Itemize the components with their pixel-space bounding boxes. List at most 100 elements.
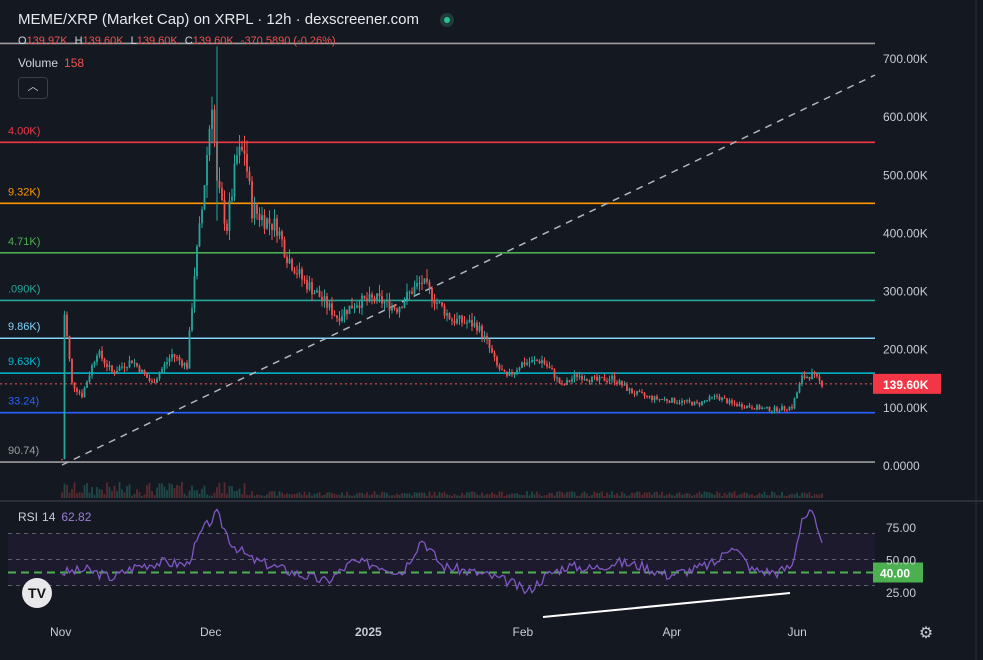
candle-body [528, 362, 531, 364]
candle-body [186, 362, 188, 369]
volume-bar [83, 485, 86, 498]
candle-body [646, 395, 648, 397]
candle-body [473, 322, 476, 327]
volume-bar [398, 495, 401, 498]
volume-bar [423, 492, 426, 498]
candle-body [171, 354, 173, 359]
volume-bar [818, 494, 821, 498]
volume-bar [598, 493, 601, 498]
volume-bar [133, 493, 136, 498]
volume-bar [506, 494, 508, 498]
candle-body [291, 259, 293, 271]
volume-bar [411, 495, 413, 498]
candle-body [246, 154, 248, 172]
volume-bar [63, 483, 66, 498]
candle-body [711, 396, 713, 398]
x-tick-label: 2025 [355, 625, 382, 639]
candle-body [698, 402, 701, 405]
candle-body [536, 359, 538, 361]
candle-body [558, 377, 561, 384]
gear-icon[interactable]: ⚙ [918, 625, 934, 642]
candle-body [178, 357, 181, 361]
candle-body [731, 400, 733, 404]
candle-body [671, 398, 673, 403]
candle-body [73, 382, 76, 389]
volume-bar [721, 495, 723, 498]
candle-body [653, 396, 656, 401]
candle-body [786, 409, 788, 411]
candle-body [568, 380, 571, 382]
volume-bar [121, 489, 123, 498]
volume-bar [68, 492, 71, 498]
candle-body [616, 382, 618, 384]
volume-bar [421, 492, 423, 498]
candle-body [298, 269, 301, 275]
volume-bar [348, 495, 351, 498]
volume-bar [733, 491, 736, 498]
candle-body [463, 322, 466, 324]
candle-body [686, 400, 688, 402]
candle-body [806, 376, 808, 379]
candle-body [456, 318, 458, 324]
candle-body [271, 223, 273, 231]
candle-body [138, 366, 141, 373]
candle-body [438, 302, 441, 304]
candle-body [658, 399, 661, 401]
candle-body [466, 322, 468, 324]
volume-bar [748, 494, 751, 498]
volume-bar [378, 494, 381, 498]
candle-body [311, 282, 313, 295]
candle-body [163, 364, 166, 369]
candle-body [176, 356, 178, 358]
candle-body [116, 370, 118, 373]
volume-bar [643, 492, 646, 498]
volume-bar [103, 494, 106, 498]
volume-bar [566, 492, 568, 498]
volume-bar [541, 495, 543, 498]
volume-bar [538, 494, 541, 498]
candle-body [591, 376, 593, 382]
volume-bar [213, 492, 216, 498]
y-tick-label: 700.00K [883, 52, 928, 66]
candle-body [701, 401, 703, 405]
candle-body [323, 296, 326, 301]
collapse-legend-button[interactable]: ︿ [18, 77, 48, 99]
volume-bar [771, 491, 773, 498]
volume-bar [611, 491, 613, 498]
candle-body [393, 306, 396, 309]
candle-body [431, 288, 433, 301]
volume-bar [601, 491, 603, 498]
candle-body [126, 367, 128, 369]
chart-title: MEME/XRP (Market Cap) on XRPL · 12h · de… [18, 11, 419, 28]
volume-bar [478, 495, 481, 498]
candle-body [551, 367, 553, 370]
current-price-badge [873, 373, 941, 394]
candle-body [383, 301, 386, 304]
volume-bar [353, 495, 356, 498]
candle-body [801, 375, 803, 384]
volume-bar [573, 492, 576, 498]
candle-body [121, 366, 123, 368]
candle-body [268, 218, 271, 224]
volume-bar [178, 485, 181, 498]
candle-body [501, 369, 503, 371]
candle-body [288, 259, 291, 264]
candle-body [368, 294, 371, 301]
volume-bar [773, 492, 776, 498]
candle-body [641, 391, 643, 393]
candle-body [676, 402, 678, 404]
candle-body [518, 367, 521, 371]
volume-bar [793, 494, 796, 498]
candle-body [413, 286, 416, 295]
candle-body [161, 368, 163, 374]
volume-bar [446, 494, 448, 498]
volume-bar [676, 493, 678, 498]
candle-body [423, 278, 426, 284]
candle-body [236, 155, 238, 164]
candle-body [778, 410, 781, 412]
candle-body [266, 218, 268, 229]
volume-bar [61, 492, 63, 498]
volume-bar [161, 483, 163, 498]
candle-body [693, 401, 696, 406]
